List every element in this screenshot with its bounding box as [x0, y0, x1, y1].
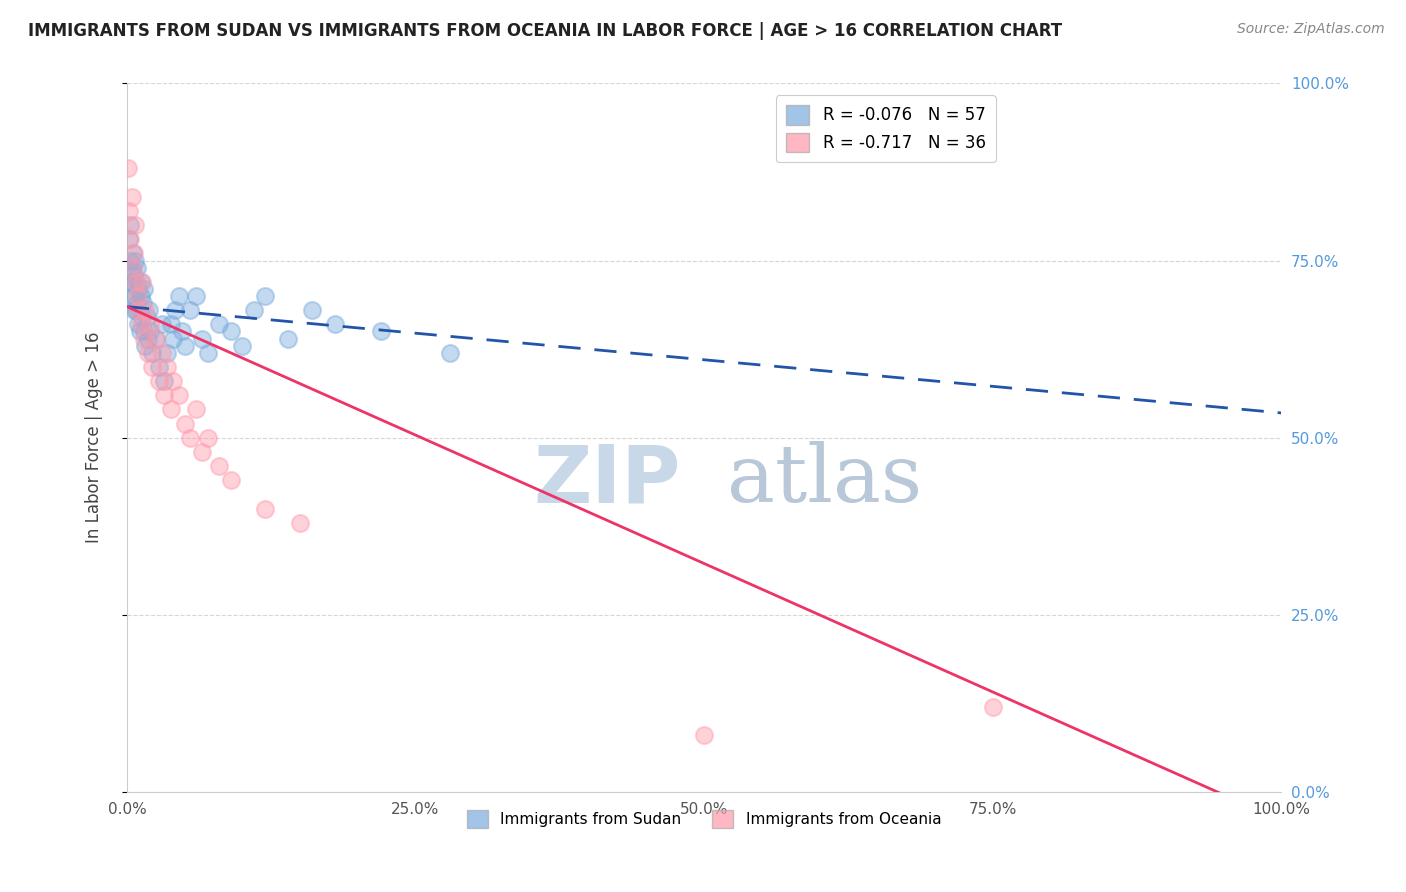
- Point: [301, 303, 323, 318]
- Text: IMMIGRANTS FROM SUDAN VS IMMIGRANTS FROM OCEANIA IN LABOR FORCE | AGE > 16 CORRE: IMMIGRANTS FROM SUDAN VS IMMIGRANTS FROM…: [28, 22, 1063, 40]
- Point: [254, 289, 277, 303]
- Point: [141, 359, 163, 374]
- Point: [156, 345, 179, 359]
- Point: [370, 325, 392, 339]
- Point: [197, 345, 219, 359]
- Point: [323, 318, 346, 332]
- Point: [134, 325, 156, 339]
- Point: [208, 458, 231, 473]
- Point: [173, 417, 195, 431]
- Point: [134, 303, 156, 318]
- Point: [135, 310, 157, 325]
- Point: [118, 232, 141, 246]
- Point: [179, 303, 201, 318]
- Point: [122, 303, 145, 318]
- Point: [145, 331, 167, 345]
- Point: [125, 303, 148, 318]
- Point: [243, 303, 266, 318]
- Point: [125, 275, 148, 289]
- Point: [132, 296, 155, 310]
- Point: [120, 232, 142, 246]
- Point: [197, 431, 219, 445]
- Point: [186, 289, 208, 303]
- Point: [127, 303, 149, 318]
- Point: [141, 345, 163, 359]
- Point: [124, 289, 146, 303]
- Point: [159, 402, 181, 417]
- Point: [439, 345, 461, 359]
- Y-axis label: In Labor Force | Age > 16: In Labor Force | Age > 16: [86, 332, 103, 543]
- Text: atlas: atlas: [727, 442, 922, 519]
- Point: [159, 318, 181, 332]
- Point: [156, 359, 179, 374]
- Point: [167, 289, 190, 303]
- Point: [120, 253, 142, 268]
- Point: [153, 374, 176, 388]
- Point: [139, 325, 162, 339]
- Text: ZIP: ZIP: [534, 442, 681, 519]
- Point: [117, 275, 139, 289]
- Point: [165, 303, 187, 318]
- Point: [693, 728, 716, 742]
- Point: [127, 296, 149, 310]
- Point: [148, 374, 170, 388]
- Point: [136, 331, 159, 345]
- Point: [127, 260, 149, 275]
- Point: [134, 331, 156, 345]
- Point: [131, 310, 153, 325]
- Point: [117, 161, 139, 176]
- Point: [121, 289, 143, 303]
- Point: [127, 282, 149, 296]
- Point: [127, 303, 149, 318]
- Point: [208, 318, 231, 332]
- Point: [120, 218, 142, 232]
- Point: [162, 374, 184, 388]
- Point: [129, 275, 152, 289]
- Point: [162, 331, 184, 345]
- Legend: Immigrants from Sudan, Immigrants from Oceania: Immigrants from Sudan, Immigrants from O…: [461, 804, 948, 834]
- Point: [127, 289, 149, 303]
- Point: [219, 325, 242, 339]
- Point: [277, 331, 299, 345]
- Point: [981, 700, 1004, 714]
- Point: [167, 388, 190, 402]
- Point: [127, 318, 149, 332]
- Point: [124, 218, 146, 232]
- Point: [131, 275, 153, 289]
- Point: [172, 325, 194, 339]
- Point: [121, 190, 143, 204]
- Text: Source: ZipAtlas.com: Source: ZipAtlas.com: [1237, 22, 1385, 37]
- Point: [191, 445, 214, 459]
- Point: [125, 275, 148, 289]
- Point: [219, 473, 242, 487]
- Point: [254, 501, 277, 516]
- Point: [173, 338, 195, 352]
- Point: [179, 431, 201, 445]
- Point: [121, 260, 143, 275]
- Point: [122, 268, 145, 282]
- Point: [145, 331, 167, 345]
- Point: [122, 246, 145, 260]
- Point: [150, 318, 173, 332]
- Point: [148, 359, 170, 374]
- Point: [191, 331, 214, 345]
- Point: [118, 204, 141, 219]
- Point: [136, 345, 159, 359]
- Point: [231, 338, 253, 352]
- Point: [186, 402, 208, 417]
- Point: [150, 345, 173, 359]
- Point: [288, 516, 311, 530]
- Point: [121, 260, 143, 275]
- Point: [128, 325, 150, 339]
- Point: [129, 318, 152, 332]
- Point: [124, 253, 146, 268]
- Point: [134, 282, 156, 296]
- Point: [121, 275, 143, 289]
- Point: [134, 338, 156, 352]
- Point: [138, 303, 160, 318]
- Point: [121, 246, 143, 260]
- Point: [129, 289, 152, 303]
- Point: [139, 318, 162, 332]
- Point: [153, 388, 176, 402]
